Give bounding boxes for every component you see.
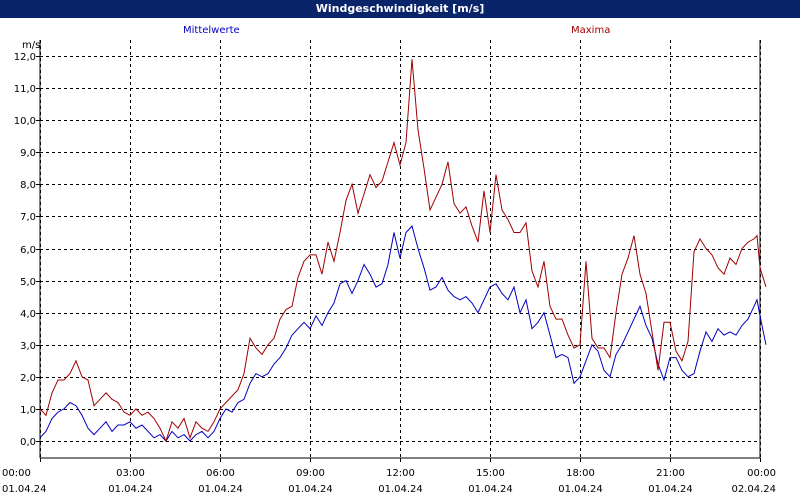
x-tick-date-label: 01.04.24 [468, 484, 513, 495]
legend-mittelwerte: Mittelwerte [183, 25, 240, 36]
window-title: Windgeschwindigkeit [m/s] [0, 0, 800, 18]
y-axis-unit-label: m/s [22, 40, 40, 51]
x-tick-time-label: 18:00 [566, 468, 595, 479]
y-tick-label: 12,0 [14, 52, 36, 63]
x-tick-date-label: 01.04.24 [648, 484, 693, 495]
x-tick-time-label: 09:00 [296, 468, 325, 479]
y-tick-label: 11,0 [14, 84, 36, 95]
x-tick-time-label: 00:00 [747, 468, 776, 479]
x-tick-date-label: 01.04.24 [2, 484, 47, 495]
x-tick-time-label: 00:00 [2, 468, 31, 479]
x-tick-date-label: 01.04.24 [558, 484, 603, 495]
x-tick-date-label: 01.04.24 [378, 484, 423, 495]
y-tick-label: 8,0 [20, 180, 36, 191]
y-tick-label: 0,0 [20, 437, 36, 448]
series-line-mittelwerte [39, 224, 767, 442]
y-tick-label: 3,0 [20, 341, 36, 352]
x-tick-time-label: 21:00 [656, 468, 685, 479]
x-tick-time-label: 12:00 [386, 468, 415, 479]
x-tick-time-label: 06:00 [206, 468, 235, 479]
y-tick-label: 5,0 [20, 277, 36, 288]
y-tick-label: 4,0 [20, 309, 36, 320]
series-line-maxima [39, 59, 767, 443]
y-tick-label: 9,0 [20, 148, 36, 159]
x-tick-date-label: 02.04.24 [731, 484, 776, 495]
legend-maxima: Maxima [571, 25, 611, 36]
x-tick-date-label: 01.04.24 [198, 484, 243, 495]
y-tick-label: 1,0 [20, 405, 36, 416]
x-tick-time-label: 03:00 [116, 468, 145, 479]
x-tick-time-label: 15:00 [476, 468, 505, 479]
y-tick-label: 10,0 [14, 116, 36, 127]
x-tick-date-label: 01.04.24 [288, 484, 333, 495]
x-tick-date-label: 01.04.24 [108, 484, 153, 495]
y-tick-label: 2,0 [20, 373, 36, 384]
y-tick-label: 7,0 [20, 212, 36, 223]
y-tick-label: 6,0 [20, 245, 36, 256]
